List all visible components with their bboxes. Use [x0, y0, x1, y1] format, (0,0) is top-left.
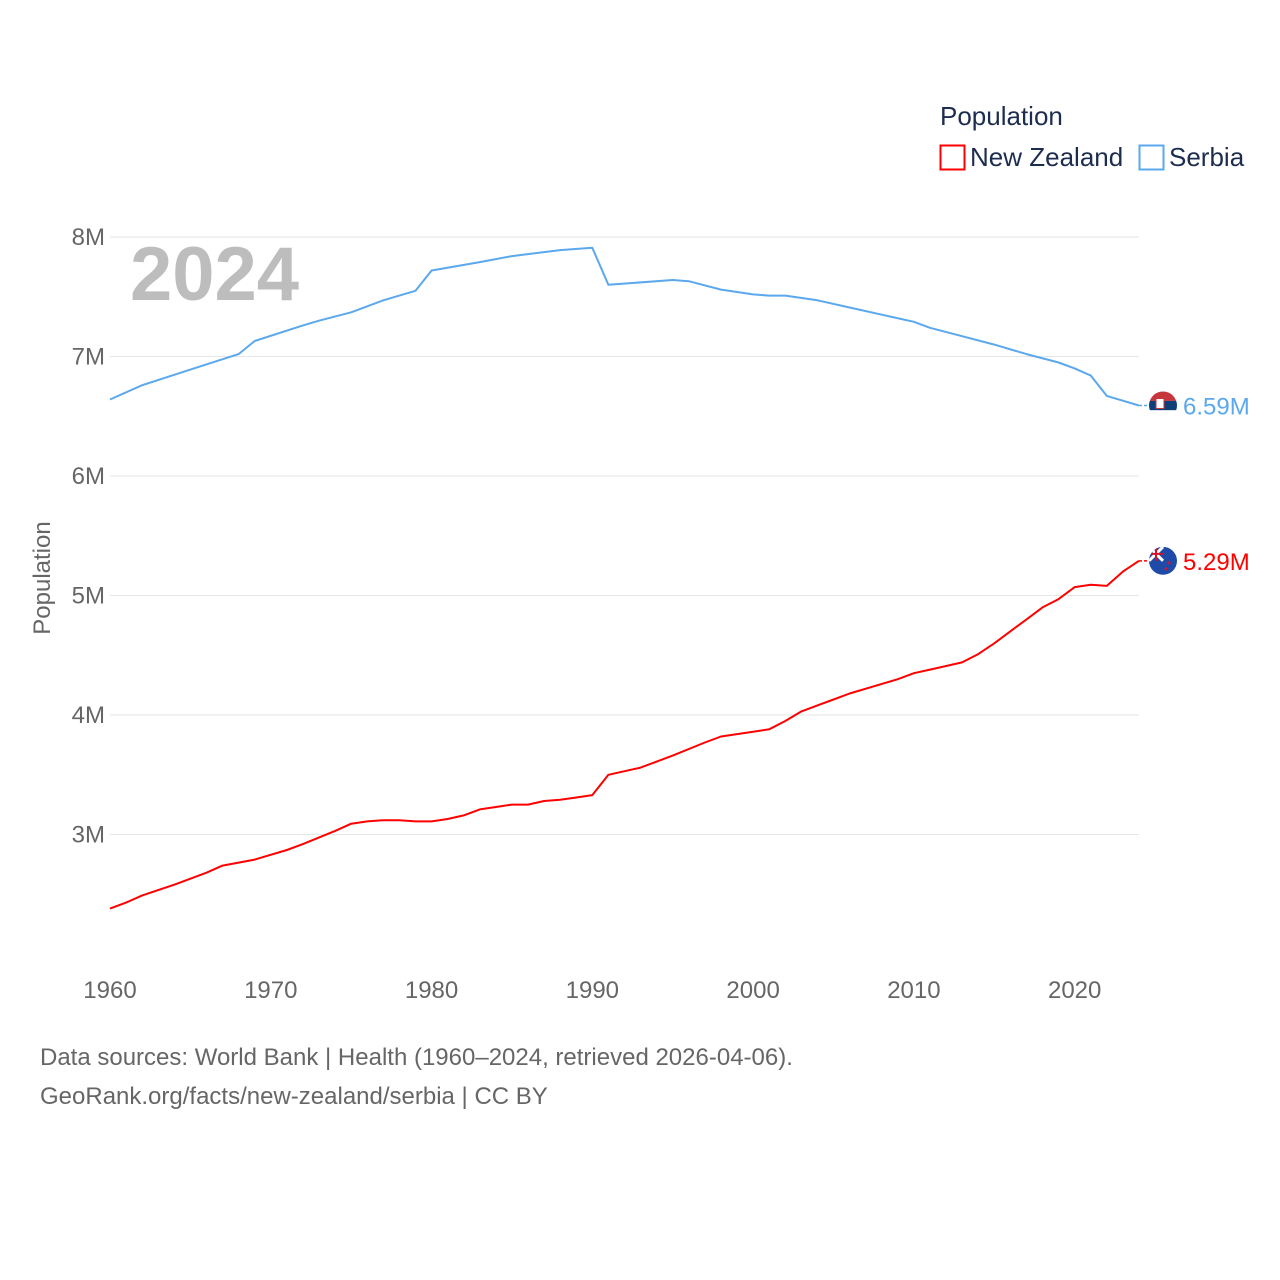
x-tick-label: 1990	[566, 977, 619, 1004]
legend-title: Population	[940, 101, 1063, 131]
y-tick-label: 5M	[72, 583, 105, 610]
legend-label-serbia: Serbia	[1169, 142, 1245, 172]
flag-stripe	[1149, 391, 1177, 401]
y-tick-label: 6M	[72, 463, 105, 490]
y-tick-label: 7M	[72, 344, 105, 371]
flag-star	[1164, 567, 1168, 571]
x-tick-label: 2010	[887, 977, 940, 1004]
x-tick-label: 1970	[244, 977, 297, 1004]
series-line-serbia	[109, 246, 1140, 407]
footer-attribution: GeoRank.org/facts/new-zealand/serbia | C…	[40, 1083, 548, 1110]
y-tick-label: 8M	[72, 224, 105, 251]
x-tick-label: 2020	[1048, 977, 1101, 1004]
flag-stripe	[1149, 410, 1177, 420]
gridlines	[110, 236, 1139, 835]
x-tick-label: 1980	[405, 977, 458, 1004]
flag-star	[1167, 561, 1171, 565]
end-value-label: 6.59M	[1183, 393, 1250, 420]
serbia-flag-icon	[1149, 391, 1177, 420]
legend-label-new-zealand: New Zealand	[970, 142, 1123, 172]
y-axis-ticks: 3M 4M 5M 6M 7M 8M	[72, 224, 105, 849]
y-axis-title: Population	[29, 521, 56, 634]
legend-swatch-new-zealand	[939, 144, 966, 171]
flag-body	[1149, 546, 1177, 575]
year-watermark: 2024	[130, 232, 299, 317]
y-tick-label: 3M	[72, 822, 105, 849]
y-tick-label: 4M	[72, 702, 105, 729]
end-labels: 5.29M 6.59M	[1139, 391, 1250, 576]
flag-emblem	[1155, 397, 1165, 409]
x-axis-ticks: 1960 1970 1980 1990 2000 2010 2020	[83, 977, 1101, 1004]
x-tick-label: 2000	[726, 977, 779, 1004]
legend-item-new-zealand[interactable]: New Zealand	[939, 142, 1124, 172]
series-line-new-zealand	[109, 559, 1140, 910]
new-zealand-flag-icon	[1149, 546, 1177, 575]
population-line-chart: 2024 3M 4M 5M 6M 7M 8M 1960 1970 1980 1990 2000 20…	[29, 101, 1250, 1004]
series-lines	[109, 246, 1140, 910]
x-tick-label: 1960	[83, 977, 136, 1004]
footer-sources: Data sources: World Bank | Health (1960–…	[40, 1044, 793, 1071]
end-value-label: 5.29M	[1183, 549, 1250, 576]
legend-item-serbia[interactable]: Serbia	[1138, 142, 1245, 172]
flag-body	[1149, 391, 1177, 420]
legend-swatch-serbia	[1138, 144, 1165, 171]
